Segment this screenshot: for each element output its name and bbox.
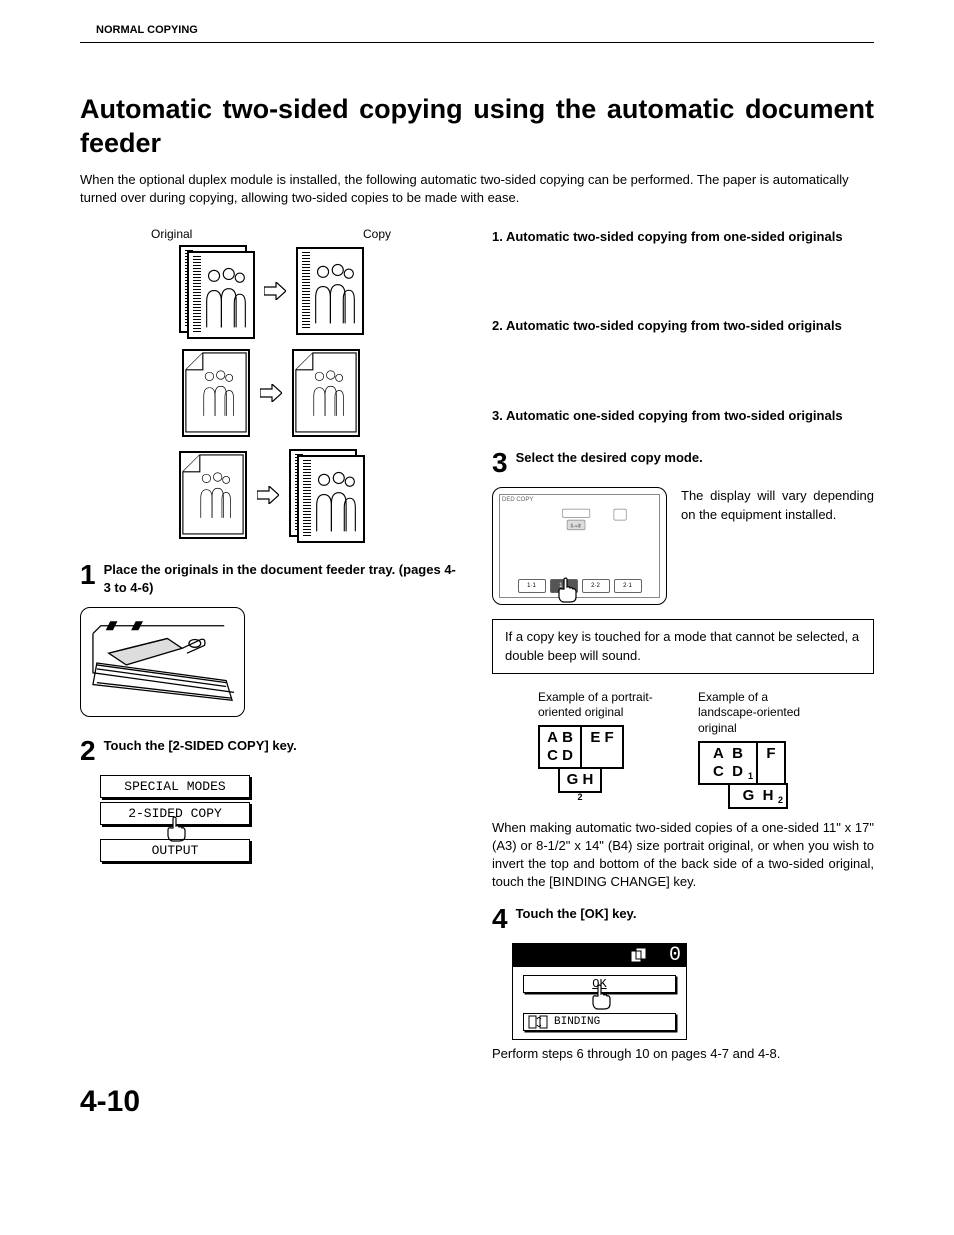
mode-item: 2. Automatic two-sided copying from two-… <box>492 316 874 336</box>
counter-value: 0 <box>669 944 681 967</box>
example-landscape: Example of a landscape-oriented original… <box>698 690 828 809</box>
step3-note: The display will vary depending on the e… <box>681 487 874 605</box>
portrait-grid: A BC D1 E F G H2 <box>538 725 628 793</box>
footer-note: Perform steps 6 through 10 on pages 4-7 … <box>492 1046 874 1061</box>
copy-page-2 <box>292 349 360 437</box>
step-3: 3 Select the desired copy mode. <box>492 449 874 477</box>
original-stack-1 <box>179 245 254 337</box>
ok-panel: 0 OK BINDING <box>512 943 687 1040</box>
hand-pointer-icon <box>588 984 612 1010</box>
left-column: Original Copy <box>80 227 462 1061</box>
example-row: Example of a portrait-oriented original … <box>492 690 874 809</box>
original-page-2 <box>182 349 250 437</box>
label-original: Original <box>151 227 192 241</box>
intro-paragraph: When the optional duplex module is insta… <box>80 171 874 207</box>
ok-button[interactable]: OK <box>523 975 676 993</box>
page: NORMAL COPYING Automatic two-sided copyi… <box>0 0 954 1149</box>
note-box: If a copy key is touched for a mode that… <box>492 619 874 673</box>
lcd-title: DED COPY <box>502 497 533 503</box>
step-2: 2 Touch the [2-SIDED COPY] key. <box>80 737 462 765</box>
step-text: Select the desired copy mode. <box>516 449 874 467</box>
two-sided-copy-button[interactable]: 2-SIDED COPY <box>100 802 250 825</box>
example-portrait: Example of a portrait-oriented original … <box>538 690 668 809</box>
step3-row: DED COPY 1→2 1·1 1·2 2 <box>492 487 874 605</box>
right-column: 1. Automatic two-sided copying from one-… <box>492 227 874 1061</box>
copy-page-1 <box>296 247 364 335</box>
diagram-row-2 <box>131 349 411 437</box>
ok-panel-header: 0 <box>512 943 687 967</box>
page-title: Automatic two-sided copying using the au… <box>80 93 874 161</box>
original-page-3 <box>179 451 247 539</box>
diagram-row-3 <box>131 449 411 541</box>
section-label: NORMAL COPYING <box>96 24 874 36</box>
lcd-panel: DED COPY 1→2 1·1 1·2 2 <box>492 487 667 605</box>
mode-list: 1. Automatic two-sided copying from one-… <box>492 227 874 426</box>
button-label: BINDING <box>554 1016 600 1028</box>
step-text: Touch the [OK] key. <box>516 905 874 923</box>
diagram-row-1 <box>131 245 411 337</box>
arrow-icon <box>264 282 286 300</box>
feeder-illustration <box>80 607 462 717</box>
landscape-grid: A BC D1 F G H2 <box>698 741 828 809</box>
output-button[interactable]: OUTPUT <box>100 839 250 862</box>
binding-button[interactable]: BINDING <box>523 1013 676 1031</box>
step-number: 3 <box>492 449 508 477</box>
page-header: NORMAL COPYING <box>80 24 874 43</box>
example-label: Example of a portrait-oriented original <box>538 690 668 721</box>
step-number: 4 <box>492 905 508 933</box>
arrow-icon <box>260 384 282 402</box>
mode-item: 3. Automatic one-sided copying from two-… <box>492 406 874 426</box>
copy-diagram: Original Copy <box>131 227 411 541</box>
hand-pointer-icon <box>554 577 578 603</box>
step-1: 1 Place the originals in the document fe… <box>80 561 462 597</box>
copy-icon <box>631 948 649 962</box>
step-4: 4 Touch the [OK] key. <box>492 905 874 933</box>
binding-icon <box>528 1015 548 1029</box>
lcd-option[interactable]: 2·2 <box>582 579 610 593</box>
mode-item: 1. Automatic two-sided copying from one-… <box>492 227 874 247</box>
step-text: Touch the [2-SIDED COPY] key. <box>104 737 462 755</box>
step-text: Place the originals in the document feed… <box>104 561 462 597</box>
binding-change-text: When making automatic two-sided copies o… <box>492 819 874 892</box>
label-copy: Copy <box>363 227 391 241</box>
special-modes-button[interactable]: SPECIAL MODES <box>100 775 250 798</box>
panel-illustration-2: SPECIAL MODES 2-SIDED COPY OUTPUT <box>100 775 250 862</box>
lcd-option[interactable]: 2·1 <box>614 579 642 593</box>
step-number: 1 <box>80 561 96 589</box>
step-number: 2 <box>80 737 96 765</box>
diagram-labels: Original Copy <box>131 227 411 241</box>
lcd-option[interactable]: 1·1 <box>518 579 546 593</box>
svg-text:1→2: 1→2 <box>571 523 581 529</box>
main-columns: Original Copy <box>80 227 874 1061</box>
copy-stack-3 <box>289 449 364 541</box>
example-label: Example of a landscape-oriented original <box>698 690 828 737</box>
arrow-icon <box>257 486 279 504</box>
page-number: 4-10 <box>80 1085 874 1119</box>
